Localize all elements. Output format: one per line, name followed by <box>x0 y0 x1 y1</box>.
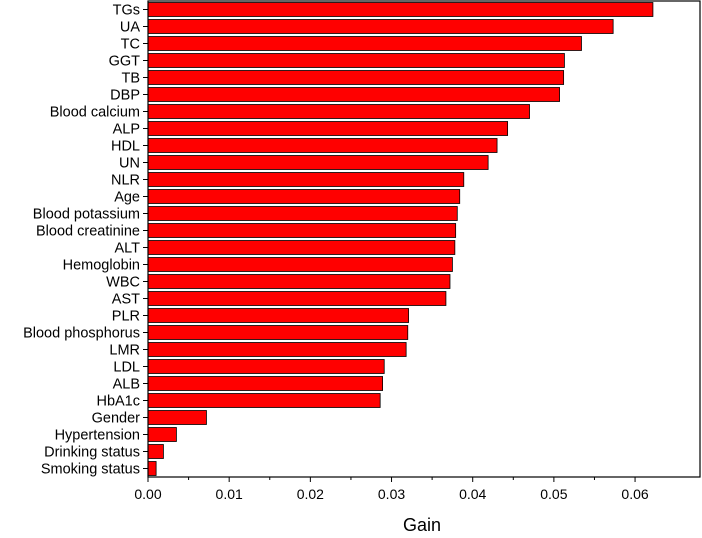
y-axis-ticks <box>143 9 148 469</box>
category-label: UA <box>120 20 140 36</box>
bar <box>147 155 489 170</box>
bar <box>147 410 207 425</box>
bar <box>147 206 458 221</box>
category-label: Blood creatinine <box>36 224 140 240</box>
category-label: DBP <box>110 88 140 104</box>
bar <box>147 121 509 136</box>
bar <box>147 461 157 476</box>
x-tick-label: 0.00 <box>134 486 161 502</box>
category-label: PLR <box>112 309 140 325</box>
category-label: TB <box>121 71 140 87</box>
category-label: Drinking status <box>44 445 140 461</box>
category-label: HbA1c <box>96 394 140 410</box>
bar <box>147 2 654 17</box>
bar <box>147 240 456 255</box>
category-label: LMR <box>109 343 140 359</box>
bar <box>147 223 457 238</box>
x-tick-label: 0.03 <box>378 486 405 502</box>
bar <box>147 376 384 391</box>
bar <box>147 274 451 289</box>
category-label: Age <box>114 190 140 206</box>
category-label: TC <box>121 37 140 53</box>
x-tick-label: 0.01 <box>216 486 243 502</box>
bar <box>147 36 582 51</box>
bar <box>147 257 453 272</box>
x-tick-label: 0.02 <box>297 486 324 502</box>
x-tick-label: 0.04 <box>459 486 486 502</box>
category-label: WBC <box>106 275 140 291</box>
category-label: ALT <box>114 241 140 257</box>
category-label: Blood potassium <box>33 207 140 223</box>
bar <box>147 189 461 204</box>
bar <box>147 172 465 187</box>
bar <box>147 104 530 119</box>
bar <box>147 342 407 357</box>
bar <box>147 359 385 374</box>
bar <box>147 308 409 323</box>
bar <box>147 87 560 102</box>
category-label: Smoking status <box>41 462 140 478</box>
x-axis-title: Gain <box>403 515 441 535</box>
bar-group <box>147 2 654 476</box>
bar <box>147 138 498 153</box>
bar <box>147 325 409 340</box>
category-label: AST <box>112 292 140 308</box>
bar <box>147 444 164 459</box>
x-tick-label: 0.05 <box>540 486 567 502</box>
category-label: ALB <box>113 377 140 393</box>
category-label: GGT <box>109 54 141 70</box>
category-label: ALP <box>113 122 140 138</box>
category-label: Hemoglobin <box>63 258 140 274</box>
x-axis-ticks: 0.00 0.01 0.02 0.03 0.04 0.05 0.06 <box>134 477 649 502</box>
bar <box>147 393 381 408</box>
category-label: HDL <box>111 139 140 155</box>
category-label: Gender <box>92 411 141 427</box>
category-label: Blood calcium <box>50 105 140 121</box>
category-label: UN <box>119 156 140 172</box>
category-label: TGs <box>113 3 140 19</box>
plot-frame <box>147 0 701 478</box>
x-tick-label: 0.06 <box>621 486 648 502</box>
category-label: NLR <box>111 173 140 189</box>
bar <box>147 427 177 442</box>
category-label: Blood phosphorus <box>23 326 140 342</box>
category-label: Hypertension <box>55 428 140 444</box>
bar <box>147 70 565 85</box>
bar <box>147 291 447 306</box>
bar <box>147 53 565 68</box>
bar <box>147 19 614 34</box>
category-label: LDL <box>113 360 140 376</box>
